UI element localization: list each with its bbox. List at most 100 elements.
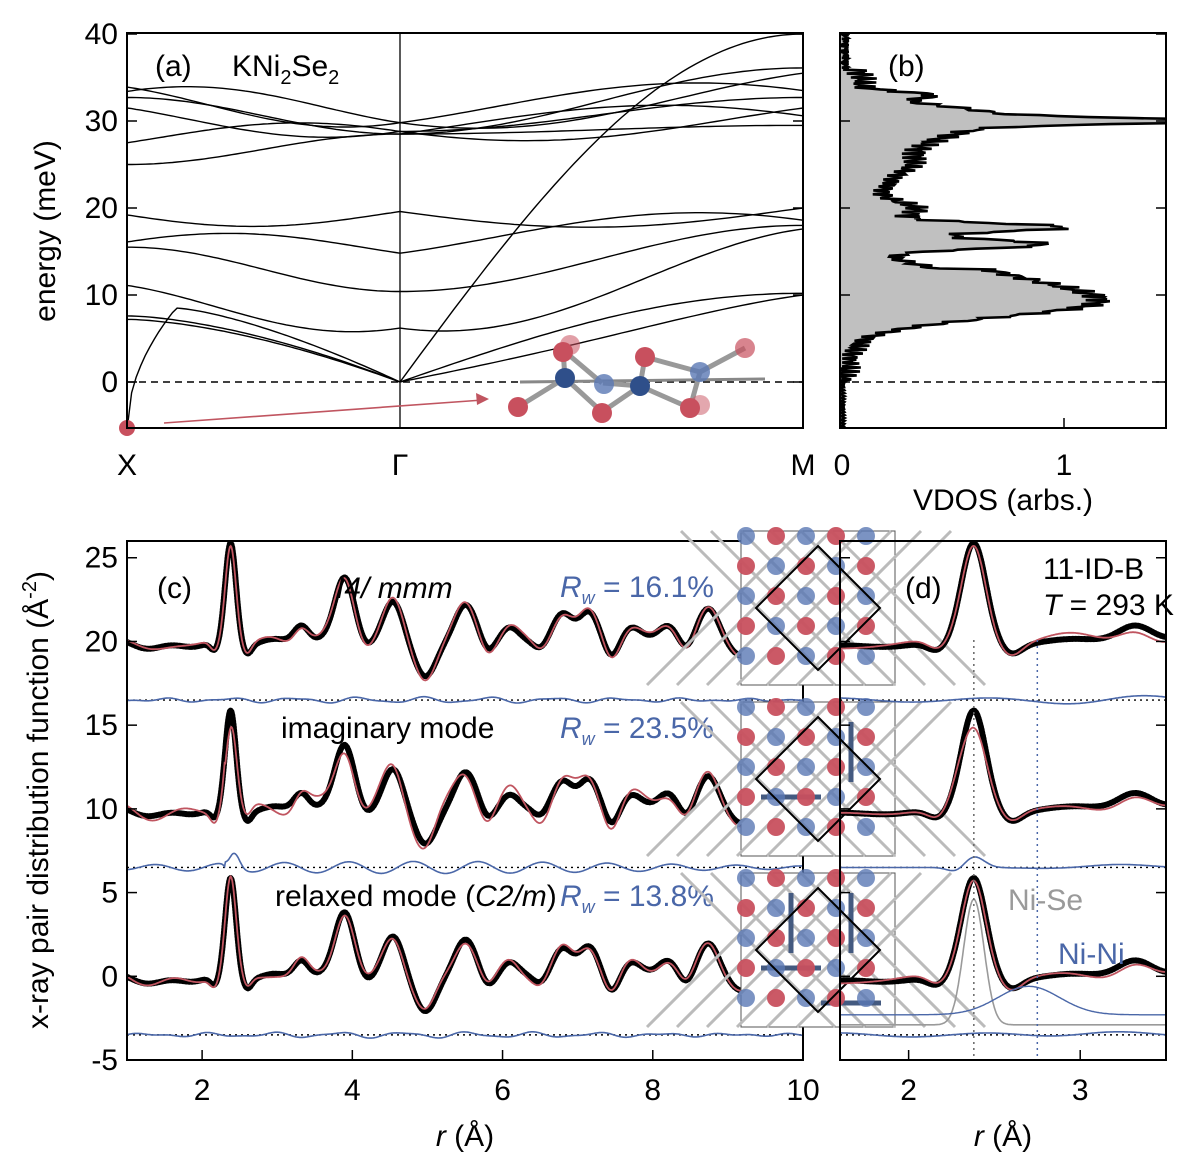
- ytick-label: 30: [85, 105, 118, 138]
- panel-b-ticks: [839, 33, 1166, 428]
- rw-i4mmm: Rw = 16.1%: [560, 571, 714, 608]
- branch-gamma-m: [400, 224, 803, 293]
- ytick-label-c: 0: [101, 960, 118, 993]
- ni-atom: [857, 869, 875, 887]
- inset-atom: [555, 368, 575, 388]
- inset-atom: [508, 397, 528, 417]
- branch-gamma-m: [399, 212, 803, 254]
- se-atom: [797, 899, 815, 917]
- ni-atom: [827, 788, 845, 806]
- fit-pdf-zoom: [840, 726, 1166, 821]
- branch-gamma-m: [399, 67, 803, 135]
- se-atom: [767, 527, 785, 545]
- xpoint-X: X: [117, 449, 137, 482]
- ni-atom: [737, 818, 755, 836]
- vdos-axis-label: VDOS (arbs.): [913, 484, 1093, 517]
- observed-pdf: [127, 541, 803, 680]
- branch-x-gamma: [127, 133, 400, 166]
- difference-curve-zoom: [840, 694, 1166, 705]
- ni-atom: [827, 959, 845, 977]
- ni-atom: [827, 899, 845, 917]
- se-atom: [767, 929, 785, 947]
- difference-curve-zoom: [840, 1031, 1166, 1038]
- se-atom: [827, 758, 845, 776]
- xtick-label-c: 8: [644, 1074, 661, 1107]
- lattice-line: [705, 871, 863, 1029]
- fit-name-relaxed: relaxed mode (C2/m): [275, 880, 557, 913]
- inset-atom: [735, 338, 755, 358]
- lattice-line: [705, 700, 863, 858]
- se-atom: [767, 587, 785, 605]
- panel-d-label: (d): [905, 572, 942, 605]
- lattice-line: [769, 529, 927, 687]
- lattice-line: [769, 700, 927, 858]
- mode-arrow-head: [476, 393, 489, 405]
- panel-a-dispersion: 0 10 20 30 40 (a) KNi2Se2 X Γ M energy (meV): [29, 18, 816, 482]
- lattice-line: [829, 700, 987, 858]
- inset-atom: [630, 376, 650, 396]
- lattice-line: [795, 529, 953, 687]
- ytick-label-c: -5: [91, 1044, 118, 1077]
- branch-x-gamma: [127, 232, 401, 254]
- ni-se-component: [840, 898, 1166, 1026]
- branch-x-gamma: [127, 284, 401, 333]
- se-atom: [767, 647, 785, 665]
- branch-gamma-m: [399, 228, 803, 332]
- ni-ni-component: [840, 985, 1166, 1016]
- fit-name-imaginary: imaginary mode: [281, 712, 494, 745]
- lattice-line: [769, 871, 927, 1029]
- structure-inset: [645, 869, 987, 1029]
- branch-x-gamma: [127, 86, 401, 128]
- lattice-line: [765, 871, 923, 1029]
- lattice-line: [735, 700, 893, 858]
- branch-gamma-m: [399, 124, 803, 135]
- branch-x-gamma: [127, 86, 401, 124]
- lattice-line: [829, 529, 987, 687]
- lattice-line: [735, 529, 893, 687]
- ni-atom: [767, 959, 785, 977]
- se-atom: [857, 557, 875, 575]
- se-atom: [797, 617, 815, 635]
- ni-atom: [737, 929, 755, 947]
- ni-atom: [827, 557, 845, 575]
- difference-curve-zoom: [840, 856, 1166, 872]
- ytick-label: 10: [85, 279, 118, 312]
- lattice-line: [799, 529, 957, 687]
- se-atom: [737, 617, 755, 635]
- se-atom: [857, 899, 875, 917]
- panel-a-label: (a): [155, 50, 192, 83]
- ni-atom: [767, 557, 785, 575]
- difference-curve: [127, 695, 803, 704]
- branch-x-gamma: [127, 307, 401, 428]
- se-atom: [797, 728, 815, 746]
- branch-x-gamma: [127, 246, 400, 293]
- ytick-label: 20: [85, 192, 118, 225]
- panel-a-yticks: 0 10 20 30 40: [85, 18, 803, 399]
- branch-x-gamma: [127, 318, 401, 383]
- difference-curve: [127, 852, 803, 875]
- branch-gamma-m: [399, 33, 803, 383]
- ni-ni-label: Ni-Ni: [1058, 938, 1125, 971]
- fit-pdf: [127, 725, 803, 850]
- se-atom: [737, 899, 755, 917]
- inset-atom: [690, 395, 710, 415]
- pdf-zoom-curves: [840, 541, 1166, 1060]
- ytick-label-c: 20: [85, 625, 118, 658]
- se-atom: [767, 758, 785, 776]
- panel-c-ticks: -5 0 5 10 15 20 25 2 4 6 8 10: [85, 542, 820, 1107]
- unit-cell: [754, 886, 882, 1014]
- lattice-line: [645, 529, 803, 687]
- structure-inset: [645, 527, 987, 687]
- vdos-line: [840, 33, 1166, 428]
- ni-se-label: Ni-Se: [1008, 884, 1083, 917]
- ni-atom: [797, 929, 815, 947]
- ni-atom: [737, 869, 755, 887]
- ni-atom: [857, 587, 875, 605]
- ni-atom: [767, 899, 785, 917]
- branch-x-gamma: [127, 122, 401, 144]
- lattice-line: [705, 529, 863, 687]
- rw-relaxed: Rw = 13.8%: [560, 880, 714, 917]
- se-atom: [797, 959, 815, 977]
- se-atom: [827, 869, 845, 887]
- panel-a-frame: [126, 32, 804, 429]
